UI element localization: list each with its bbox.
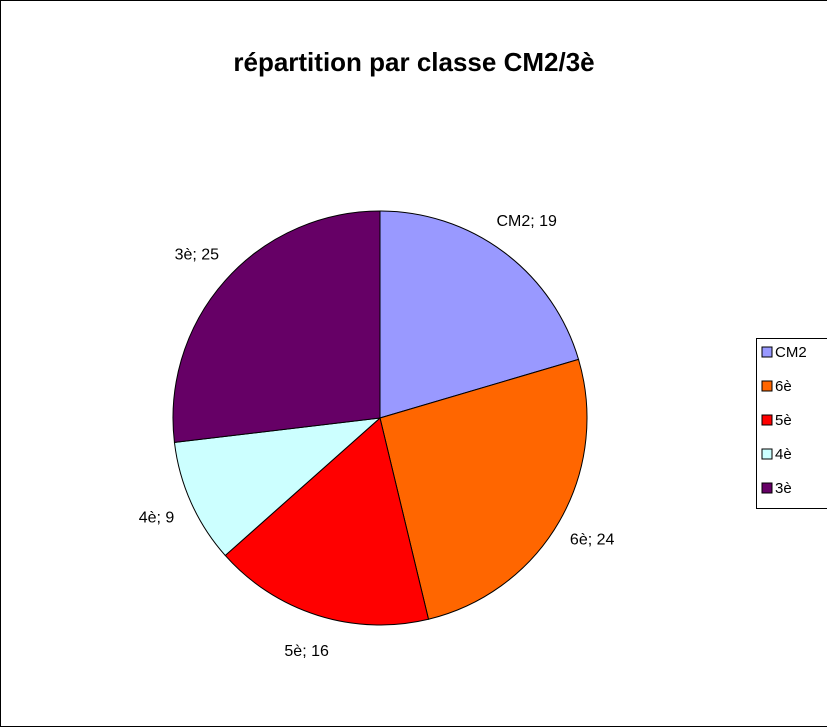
- pie-slice: [379, 358, 588, 620]
- pie-slice: [224, 417, 430, 626]
- legend-label: 4è: [775, 446, 792, 463]
- data-label: 6è; 24: [570, 532, 615, 549]
- legend-label: 6è: [775, 378, 792, 395]
- pie-slice: [379, 210, 580, 419]
- data-label: 3è; 25: [175, 247, 220, 264]
- legend-label: 3è: [775, 480, 792, 497]
- data-label: 5è; 16: [284, 643, 329, 660]
- legend-label: CM2: [775, 344, 807, 361]
- legend-swatch: [761, 346, 773, 358]
- pie-slice: [173, 417, 382, 557]
- chart-title: répartition par classe CM2/3è: [233, 47, 594, 77]
- data-label: CM2; 19: [496, 213, 557, 230]
- data-label: 4è; 9: [139, 510, 175, 527]
- legend-swatch: [761, 448, 773, 460]
- legend-label: 5è: [775, 412, 792, 429]
- legend-swatch: [761, 482, 773, 494]
- legend-swatch: [761, 380, 773, 392]
- pie-slice: [172, 210, 381, 443]
- legend-swatch: [761, 414, 773, 426]
